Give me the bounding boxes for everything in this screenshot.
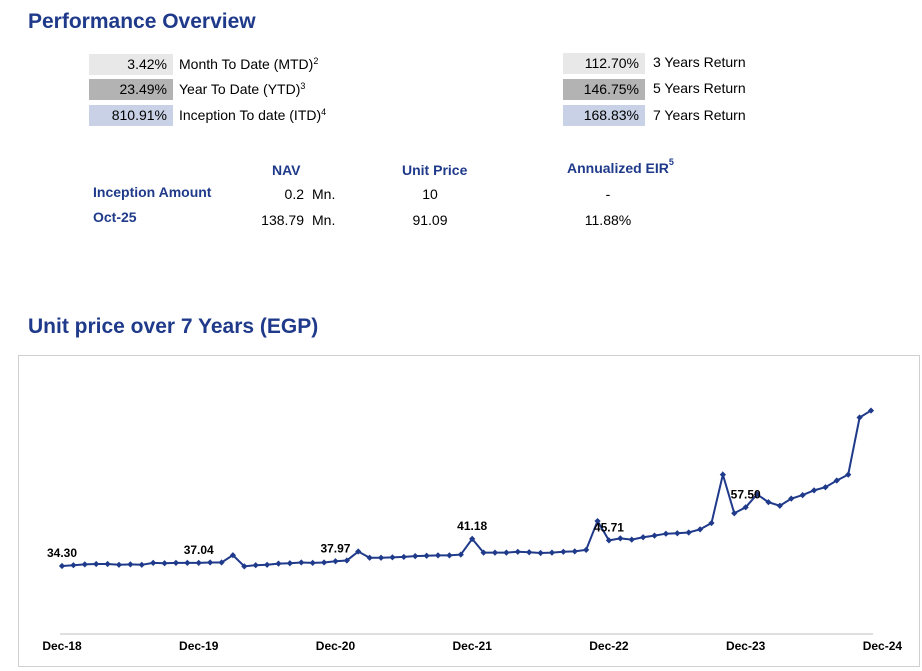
return-5y-value: 146.75%: [563, 79, 645, 100]
chart-title: Unit price over 7 Years (EGP): [28, 315, 318, 339]
data-label: 73.76: [867, 356, 897, 359]
page-title: Performance Overview: [28, 10, 256, 34]
x-tick-label: Dec-19: [179, 639, 219, 653]
data-point-marker: [82, 561, 88, 567]
data-label: 45.71: [594, 520, 624, 534]
data-point-marker: [492, 549, 498, 555]
data-point-marker: [253, 562, 259, 568]
data-point-marker: [264, 562, 270, 568]
data-point-marker: [446, 552, 452, 558]
data-point-marker: [640, 534, 646, 540]
x-tick-label: Dec-20: [316, 639, 356, 653]
x-tick-label: Dec-24: [863, 639, 903, 653]
data-point-marker: [629, 536, 635, 542]
chart-frame: 34.30 37.04 37.97 41.18 45.71 57.50 73.76 Dec-1…: [18, 355, 920, 667]
data-point-marker: [617, 535, 623, 541]
data-point-marker: [560, 549, 566, 555]
data-label: 57.50: [731, 487, 761, 501]
data-point-marker: [378, 555, 384, 561]
data-label: 37.04: [184, 543, 214, 557]
data-point-marker: [332, 558, 338, 564]
unit-price-header: Unit Price: [402, 162, 467, 178]
row-label-oct25: Oct-25: [93, 209, 137, 225]
data-point-marker: [537, 550, 543, 556]
data-point-marker: [310, 560, 316, 566]
row-inception-unit-price: 10: [400, 186, 460, 202]
return-5y-label: 5 Years Return: [653, 78, 746, 99]
data-point-marker: [389, 554, 395, 560]
ytd-value: 23.49%: [89, 79, 173, 100]
data-point-marker: [139, 562, 145, 568]
data-point-marker: [93, 561, 99, 567]
return-7y-label: 7 Years Return: [653, 105, 746, 126]
row-inception-nav-unit: Mn.: [312, 186, 335, 202]
row-oct25-nav-unit: Mn.: [312, 212, 335, 228]
data-label: 37.97: [320, 541, 350, 555]
data-point-marker: [572, 548, 578, 554]
data-point-marker: [287, 560, 293, 566]
mtd-value: 3.42%: [89, 54, 173, 75]
data-point-marker: [116, 562, 122, 568]
data-point-marker: [663, 531, 669, 537]
x-tick-label: Dec-23: [726, 639, 766, 653]
data-point-marker: [549, 549, 555, 555]
data-point-marker: [321, 559, 327, 565]
row-inception-eir: -: [578, 186, 638, 202]
data-point-marker: [184, 560, 190, 566]
data-label: 34.30: [47, 546, 77, 560]
data-point-marker: [207, 559, 213, 565]
row-inception-nav: 0.2: [240, 186, 304, 202]
data-point-marker: [720, 472, 726, 478]
return-3y-value: 112.70%: [563, 53, 645, 74]
return-3y-label: 3 Years Return: [653, 52, 746, 73]
unit-price-line-chart: 34.30 37.04 37.97 41.18 45.71 57.50 73.76 Dec-1…: [19, 356, 919, 666]
data-point-marker: [526, 549, 532, 555]
data-point-marker: [583, 547, 589, 553]
itd-value: 810.91%: [89, 105, 173, 126]
data-point-marker: [150, 560, 156, 566]
eir-header: Annualized EIR5: [567, 160, 674, 176]
data-point-marker: [59, 563, 65, 569]
data-point-marker: [401, 554, 407, 560]
ytd-label: Year To Date (YTD)3: [179, 79, 305, 100]
nav-header: NAV: [272, 162, 301, 178]
data-point-marker: [275, 561, 281, 567]
data-point-marker: [412, 553, 418, 559]
data-point-marker: [811, 487, 817, 493]
x-tick-label: Dec-21: [453, 639, 493, 653]
data-point-marker: [503, 549, 509, 555]
itd-label: Inception To date (ITD)4: [179, 105, 326, 126]
x-tick-label: Dec-18: [42, 639, 82, 653]
data-point-marker: [674, 530, 680, 536]
x-tick-label: Dec-22: [589, 639, 629, 653]
data-point-marker: [127, 561, 133, 567]
data-point-marker: [424, 553, 430, 559]
data-point-marker: [686, 529, 692, 535]
row-oct25-unit-price: 91.09: [400, 212, 460, 228]
return-7y-value: 168.83%: [563, 105, 645, 126]
data-point-marker: [651, 533, 657, 539]
data-point-marker: [515, 549, 521, 555]
data-point-marker: [70, 562, 76, 568]
row-label-inception: Inception Amount: [93, 184, 211, 200]
data-point-marker: [800, 492, 806, 498]
mtd-label: Month To Date (MTD)2: [179, 54, 318, 75]
data-point-marker: [173, 560, 179, 566]
data-label: 41.18: [457, 519, 487, 533]
row-oct25-eir: 11.88%: [578, 212, 638, 228]
data-point-marker: [196, 560, 202, 566]
row-oct25-nav: 138.79: [240, 212, 304, 228]
data-point-marker: [298, 559, 304, 565]
data-point-marker: [104, 561, 110, 567]
data-point-marker: [161, 560, 167, 566]
data-point-marker: [435, 552, 441, 558]
